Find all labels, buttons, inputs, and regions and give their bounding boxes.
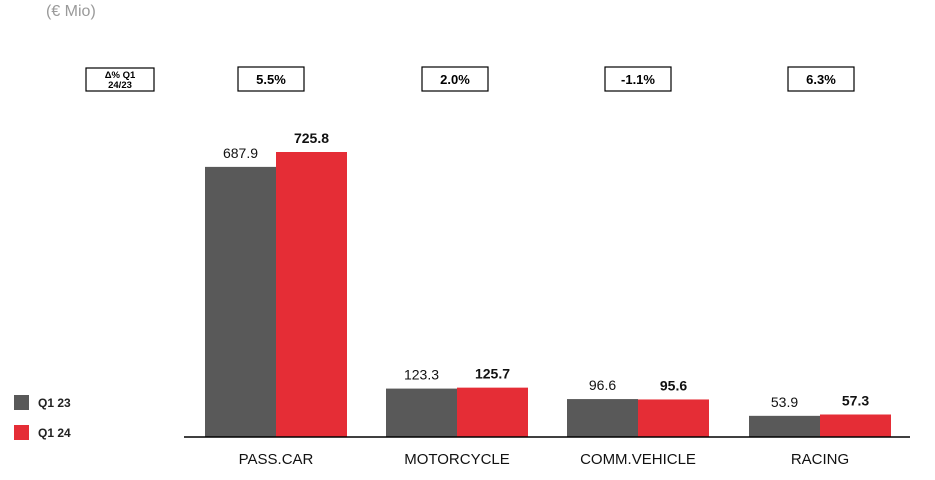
delta-box-comm-vehicle (604, 66, 672, 92)
delta-box-motorcycle (421, 66, 489, 92)
unit-label: (€ Mio) (46, 3, 96, 20)
bar-racing-q1-23 (749, 415, 820, 437)
delta-value-racing: 6.3% (806, 72, 836, 87)
value-label-pass-car-q1-24: 725.8 (294, 130, 329, 146)
legend-swatch-q1-23 (14, 395, 29, 410)
bar-comm-vehicle-q1-23 (567, 399, 638, 437)
delta-box-racing (787, 66, 855, 92)
category-label-comm-vehicle: COMM.VEHICLE (580, 451, 696, 468)
value-label-racing-q1-23: 53.9 (771, 394, 798, 410)
delta-header-line1: Δ% Q1 (105, 70, 136, 81)
bar-motorcycle-q1-23 (386, 388, 457, 437)
bar-racing-q1-24 (820, 414, 891, 437)
delta-value-comm-vehicle: -1.1% (621, 72, 655, 87)
value-label-motorcycle-q1-24: 125.7 (475, 366, 510, 382)
bar-comm-vehicle-q1-24 (638, 399, 709, 437)
value-label-racing-q1-24: 57.3 (842, 393, 869, 409)
value-label-motorcycle-q1-23: 123.3 (404, 367, 439, 383)
delta-header-line2: 24/23 (108, 80, 132, 91)
value-label-comm-vehicle-q1-24: 95.6 (660, 377, 687, 393)
delta-box-pass-car (237, 66, 305, 92)
value-label-comm-vehicle-q1-23: 96.6 (589, 377, 616, 393)
value-label-pass-car-q1-23: 687.9 (223, 145, 258, 161)
category-label-racing: RACING (791, 451, 849, 468)
legend-swatch-q1-24 (14, 425, 29, 440)
category-label-pass-car: PASS.CAR (239, 451, 314, 468)
bar-pass-car-q1-24 (276, 152, 347, 437)
legend-label-q1-23: Q1 23 (38, 396, 71, 410)
delta-header-box: Δ% Q1 24/23 (85, 67, 155, 92)
legend-label-q1-24: Q1 24 (38, 426, 71, 440)
bar-pass-car-q1-23 (205, 166, 276, 437)
bar-motorcycle-q1-24 (457, 387, 528, 437)
delta-value-pass-car: 5.5% (256, 72, 286, 87)
category-label-motorcycle: MOTORCYCLE (404, 451, 510, 468)
delta-value-motorcycle: 2.0% (440, 72, 470, 87)
